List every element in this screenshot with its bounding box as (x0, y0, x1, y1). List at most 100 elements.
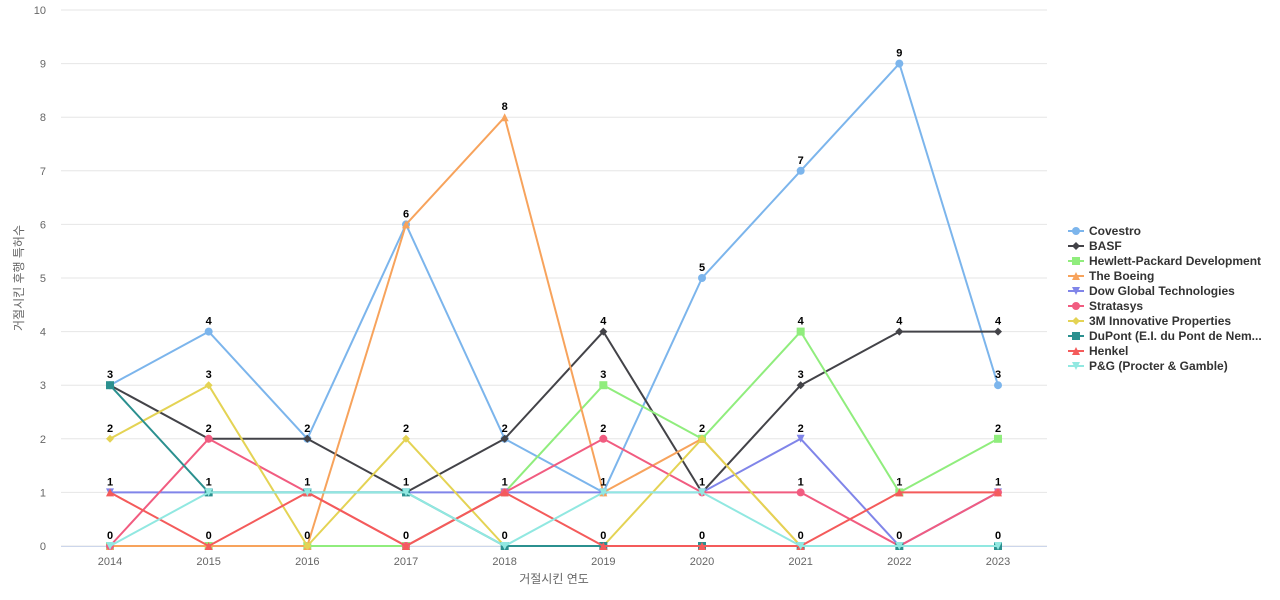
data-label: 1 (699, 476, 705, 488)
data-label: 5 (699, 262, 705, 274)
data-point-p-g-procter-gamble (500, 542, 509, 550)
series-layer (106, 59, 1002, 550)
legend-item-henkel[interactable]: Henkel (1068, 344, 1128, 358)
data-label: 2 (995, 423, 1001, 435)
legend-item-3m-innovative-properties[interactable]: 3M Innovative Properties (1068, 314, 1231, 328)
data-point-dow-global-technologies (796, 434, 805, 443)
data-point-covestro (796, 166, 805, 175)
data-point-basf (895, 327, 904, 336)
x-tick-label: 2017 (394, 556, 418, 568)
data-label: 4 (798, 316, 805, 328)
data-label: 3 (107, 369, 113, 381)
legend-label: Covestro (1089, 224, 1141, 238)
data-label: 0 (600, 530, 606, 542)
legend-marker (1072, 272, 1080, 280)
data-point-the-boeing (402, 220, 410, 229)
data-label: 0 (798, 530, 804, 542)
data-label: 2 (502, 423, 508, 435)
data-point-3m-innovative-properties (402, 434, 410, 443)
legend-item-dupont-e-i-du-pont-de-nem[interactable]: DuPont (E.I. du Pont de Nem... (1068, 329, 1262, 343)
legend-marker (1072, 227, 1080, 235)
data-label: 1 (995, 476, 1001, 488)
data-label: 6 (403, 208, 409, 220)
data-point-stratasys (204, 434, 213, 443)
x-tick-label: 2023 (986, 556, 1010, 568)
data-label: 2 (304, 423, 310, 435)
x-tick-label: 2018 (492, 556, 516, 568)
legend-item-basf[interactable]: BASF (1068, 239, 1122, 253)
data-point-hewlett-packard-development (599, 381, 608, 390)
data-point-covestro (204, 327, 213, 336)
y-tick-label: 7 (40, 166, 46, 178)
data-point-stratasys (796, 488, 805, 497)
data-point-dupont-e-i-du-pont-de-nem (106, 381, 114, 390)
data-point-henkel (895, 488, 904, 497)
y-tick-label: 6 (40, 219, 46, 231)
y-axis-title: 거절시킨 후행 특허수 (11, 225, 26, 331)
legend-marker (1072, 302, 1080, 310)
data-point-henkel (106, 488, 114, 497)
data-label: 1 (304, 476, 310, 488)
legend-item-stratasys[interactable]: Stratasys (1068, 299, 1143, 313)
data-point-p-g-procter-gamble (895, 542, 904, 550)
legend-item-hewlett-packard-development[interactable]: Hewlett-Packard Development (1068, 254, 1261, 268)
data-point-stratasys (599, 434, 608, 443)
legend-item-dow-global-technologies[interactable]: Dow Global Technologies (1068, 284, 1235, 298)
data-point-3m-innovative-properties (303, 542, 312, 550)
data-point-basf (994, 327, 1002, 336)
data-point-p-g-procter-gamble (204, 488, 213, 497)
legend-label: DuPont (E.I. du Pont de Nem... (1089, 329, 1262, 343)
data-point-hewlett-packard-development (994, 434, 1002, 443)
data-point-p-g-procter-gamble (402, 488, 410, 497)
data-label: 0 (206, 530, 212, 542)
legend-marker (1072, 332, 1080, 340)
data-label: 4 (995, 316, 1002, 328)
data-point-basf (500, 434, 509, 443)
data-point-basf (303, 434, 312, 443)
x-tick-label: 2015 (196, 556, 220, 568)
data-label: 8 (502, 101, 508, 113)
data-label: 4 (600, 316, 607, 328)
legend-item-covestro[interactable]: Covestro (1068, 224, 1141, 238)
data-label: 4 (206, 316, 213, 328)
data-point-covestro (698, 274, 706, 282)
data-label: 1 (502, 476, 508, 488)
data-point-p-g-procter-gamble (303, 488, 312, 497)
data-label: 2 (107, 423, 113, 435)
legend-marker (1072, 287, 1080, 295)
data-point-hewlett-packard-development (796, 327, 805, 336)
y-tick-label: 0 (40, 541, 46, 553)
y-tick-label: 9 (40, 59, 46, 71)
legend-label: Henkel (1089, 344, 1128, 358)
legend-marker (1072, 242, 1080, 250)
y-tick-label: 5 (40, 273, 46, 285)
data-label: 1 (798, 476, 804, 488)
legend-label: The Boeing (1089, 269, 1154, 283)
data-label: 4 (896, 316, 903, 328)
legend-marker (1072, 362, 1080, 370)
data-point-p-g-procter-gamble (106, 542, 114, 550)
legend-marker (1072, 257, 1080, 265)
y-tick-label: 10 (34, 5, 46, 17)
data-label: 3 (600, 369, 606, 381)
legend-label: 3M Innovative Properties (1089, 314, 1231, 328)
data-point-henkel (599, 542, 608, 550)
legend-marker (1072, 347, 1080, 355)
y-tick-label: 8 (40, 112, 46, 124)
x-tick-label: 2019 (591, 556, 615, 568)
data-label: 3 (995, 369, 1001, 381)
legend-marker (1072, 317, 1080, 325)
data-label: 0 (403, 530, 409, 542)
data-label: 2 (600, 423, 606, 435)
legend-label: P&G (Procter & Gamble) (1089, 359, 1228, 373)
data-label: 2 (699, 423, 705, 435)
legend-label: Dow Global Technologies (1089, 284, 1235, 298)
x-tick-label: 2020 (690, 556, 714, 568)
legend-item-p-g-procter-gamble[interactable]: P&G (Procter & Gamble) (1068, 359, 1228, 373)
data-label: 9 (896, 48, 902, 60)
x-tick-label: 2014 (98, 556, 122, 568)
data-point-henkel (402, 542, 410, 550)
legend-item-the-boeing[interactable]: The Boeing (1068, 269, 1154, 283)
data-point-basf (599, 327, 608, 336)
data-label: 1 (896, 476, 902, 488)
